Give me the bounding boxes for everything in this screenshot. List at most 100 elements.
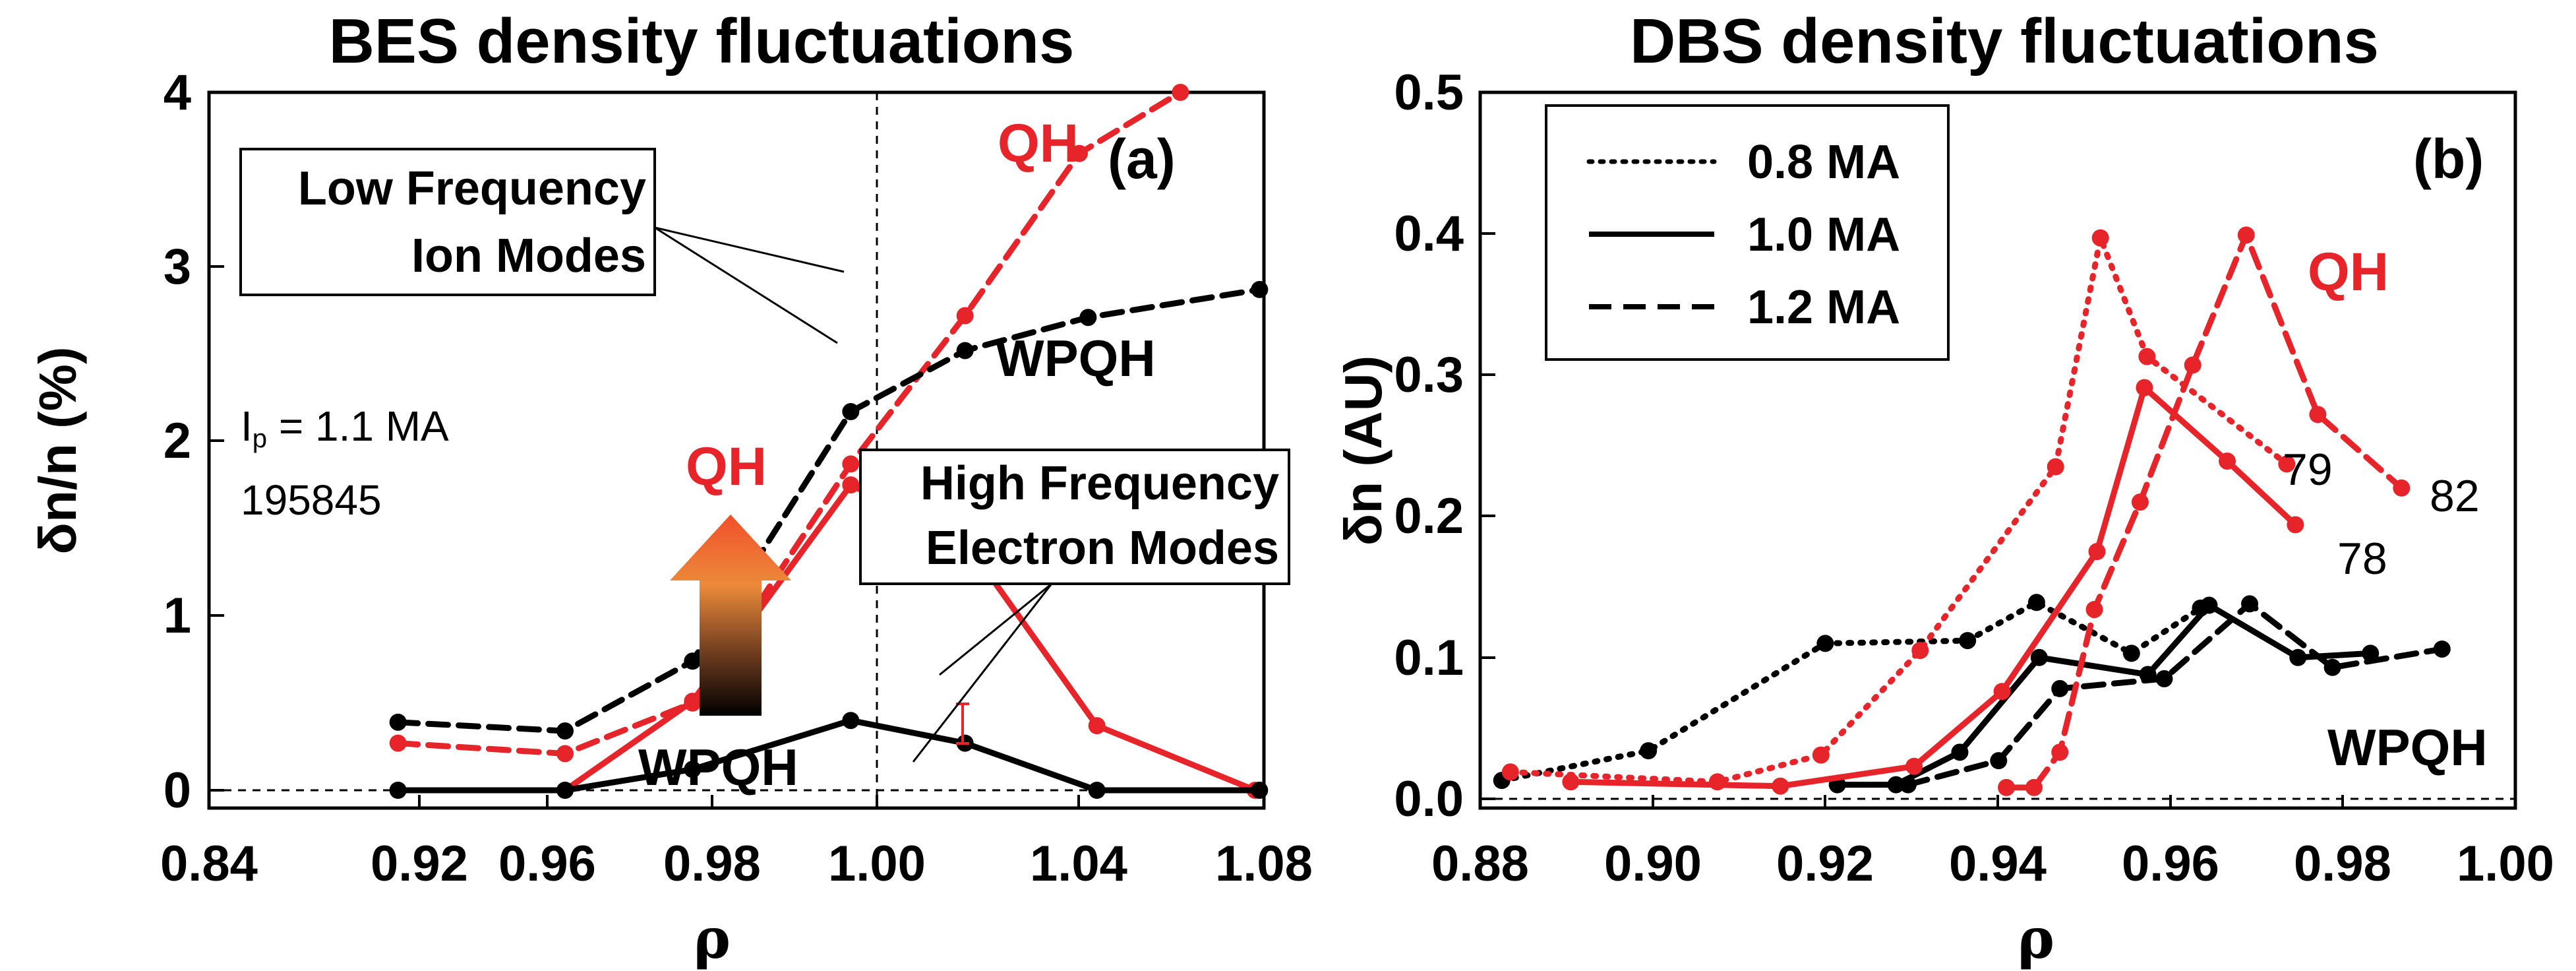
wpqh-upper-label: WPQH (996, 329, 1156, 387)
panel-b-data-point (2051, 679, 2069, 697)
high-frequency-pointer (912, 583, 1053, 763)
panel-b-data-point (2200, 596, 2218, 614)
low-frequency-box: Low Frequency Ion Modes (239, 148, 656, 296)
panel-a-data-point (842, 455, 860, 473)
panel-b-data-point (2287, 516, 2304, 534)
panel-a-x-tick-label: 0.92 (371, 836, 468, 892)
panel-b-data-point (2433, 640, 2451, 658)
panel-a-data-point (956, 342, 974, 360)
panel-b-x-axis-label: ρ (2018, 906, 2054, 971)
panel-a-y-axis-label: δn/n (%) (28, 346, 87, 554)
panel-b-data-point (2241, 595, 2259, 613)
panel-b-data-point (1812, 746, 1830, 764)
panel-a-title: BES density fluctuations (329, 6, 1075, 77)
panel-a-data-point (389, 734, 407, 752)
wpqh-label: WPQH (2327, 718, 2488, 776)
panel-b-data-point (2051, 743, 2069, 761)
legend: 0.8 MA 1.0 MA 1.2 MA (1545, 104, 1950, 361)
panel-a-x-ticks: 0.84 0.92 0.96 0.98 1.00 1.04 1.08 (160, 795, 1313, 892)
panel-b-data-point (2393, 479, 2411, 497)
low-frequency-pointer (654, 226, 845, 273)
panel-b-title: DBS density fluctuations (1630, 6, 2379, 77)
legend-label: 0.8 MA (1747, 136, 1900, 189)
high-frequency-label-line2: Electron Modes (926, 522, 1279, 575)
panel-a-data-point (684, 652, 702, 670)
panel-b-data-point (2219, 453, 2236, 470)
shot-82-label: 82 (2430, 471, 2480, 521)
panel-b-label: (b) (2413, 128, 2484, 190)
panel-b-y-tick-label: 0.0 (1394, 771, 1464, 827)
panel-b-data-point (2289, 648, 2307, 666)
panel-a-data-point (556, 722, 574, 740)
panel-b-x-ticks: 0.88 0.90 0.92 0.94 0.96 0.98 1.00 (1431, 795, 2554, 892)
panel-b-series-line-5 (2003, 232, 2405, 791)
qh-lower-label: QH (686, 437, 767, 497)
panel-b-x-tick-label: 0.90 (1604, 836, 1702, 892)
panel-b-data-point (1998, 778, 2016, 796)
panel-b-data-point (1501, 763, 1519, 781)
panel-b-dbs: DBS density fluctuations 0.88 0.90 0.92 … (1334, 6, 2554, 971)
increase-arrow (670, 515, 791, 716)
panel-a-x-tick-label: 0.98 (663, 836, 761, 892)
panel-b-x-tick-label: 1.00 (2457, 836, 2554, 892)
panel-a-data-point (842, 712, 860, 730)
qh-label: QH (2308, 242, 2389, 302)
current-subscript: p (253, 424, 267, 453)
panel-a-data-point (389, 782, 407, 799)
panel-b-data-point (2309, 406, 2327, 423)
panel-a-x-axis-label: ρ (694, 906, 731, 971)
panel-b-y-tick-label: 0.3 (1394, 347, 1464, 403)
shot-number: 195845 (241, 476, 382, 524)
panel-a-series (389, 84, 1269, 799)
panel-b-y-tick-label: 0.4 (1394, 206, 1464, 262)
panel-a-data-point (956, 307, 974, 325)
panel-a-data-point (842, 476, 860, 494)
panel-b-data-point (1959, 632, 1977, 650)
high-frequency-box: High Frequency Electron Modes (859, 449, 1290, 585)
panel-a-x-tick-label: 1.00 (828, 836, 926, 892)
low-frequency-pointer (654, 226, 838, 344)
panel-b-y-tick-label: 0.1 (1394, 630, 1464, 686)
panel-a-data-point (556, 745, 574, 763)
panel-b-series (1493, 226, 2451, 796)
wpqh-lower-label: WPQH (638, 738, 798, 796)
shot-78-label: 78 (2337, 534, 2387, 584)
panel-b-series-line-0 (1499, 599, 2203, 784)
panel-a-data-point (684, 693, 702, 710)
panel-b-data-point (2027, 594, 2045, 611)
panel-a-x-tick-label: 1.08 (1215, 836, 1313, 892)
shot-79-label: 79 (2283, 445, 2333, 495)
panel-b-data-point (2323, 658, 2341, 676)
panel-b-data-point (2138, 348, 2156, 365)
panel-b-y-tick-label: 0.2 (1394, 488, 1464, 544)
panel-b-data-point (1993, 683, 2011, 701)
panel-b-data-point (1951, 743, 1969, 761)
panel-b-data-point (1816, 635, 1834, 652)
panel-a-y-ticks: 0 1 2 3 4 (164, 65, 224, 819)
panel-b-x-tick-label: 0.96 (2122, 836, 2219, 892)
panel-a-y-tick-label: 4 (164, 65, 191, 121)
panel-a-data-point (389, 713, 407, 731)
panel-a-y-tick-label: 2 (164, 413, 191, 469)
legend-label: 1.2 MA (1747, 281, 1900, 334)
panel-b-y-ticks: 0.0 0.1 0.2 0.3 0.4 0.5 (1394, 65, 1495, 827)
high-frequency-label-line1: High Frequency (920, 457, 1279, 510)
panel-b-data-point (1887, 776, 1905, 794)
panel-b-x-tick-label: 0.94 (1949, 836, 2047, 892)
panel-b-x-tick-label: 0.98 (2294, 836, 2391, 892)
panel-a-data-point (556, 782, 574, 799)
panel-b-data-point (2030, 648, 2048, 666)
panel-a-data-point (684, 761, 702, 778)
panel-b-data-point (2237, 226, 2255, 244)
panel-a-data-point (1071, 144, 1088, 162)
current-value: = 1.1 MA (267, 402, 449, 450)
panel-b-data-point (2091, 229, 2109, 247)
panel-b-y-axis-label: δn (AU) (1334, 356, 1393, 546)
panel-b-data-point (2136, 379, 2153, 396)
panel-b-data-point (1990, 752, 2008, 770)
panel-a-label: (a) (1108, 128, 1176, 190)
current-symbol: I (241, 402, 253, 450)
panel-a-x-tick-label: 0.96 (498, 836, 596, 892)
panel-a-x-tick-label: 0.84 (160, 836, 258, 892)
